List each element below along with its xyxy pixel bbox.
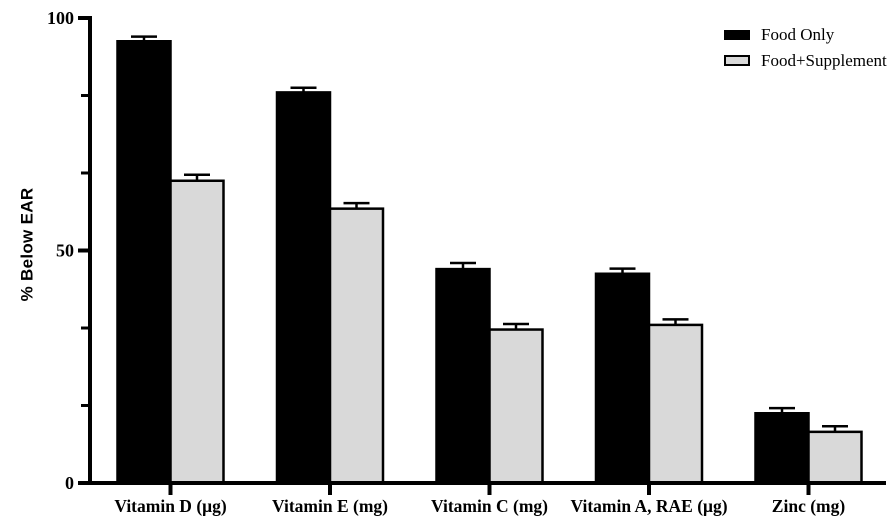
y-tick-label-0: 0 [65, 473, 74, 493]
y-tick-label-50: 50 [56, 241, 74, 261]
bar-food-only-zinc-mg [754, 412, 810, 485]
bar-food-only-vitamin-c-mg [435, 267, 491, 485]
legend-label-food-only: Food Only [761, 25, 835, 44]
legend-swatch-food-only [724, 29, 750, 40]
legend-item-food-supplement: Food+Supplement [724, 52, 887, 69]
bar-food-only-vitamin-e-mg [275, 91, 332, 485]
bar-food-supplement-vitamin-e-mg [328, 207, 385, 485]
bar-food-supplement-vitamin-d-g [169, 179, 225, 485]
legend-item-food-only: Food Only [724, 26, 887, 43]
legend-label-food-supplement: Food+Supplement [761, 51, 887, 70]
category-label-vitamin-a-rae-g: Vitamin A, RAE (μg) [570, 496, 727, 516]
bar-food-supplement-vitamin-c-mg [488, 328, 544, 485]
category-label-zinc-mg: Zinc (mg) [772, 496, 846, 516]
y-axis-title: % Below EAR [17, 187, 37, 302]
bar-food-only-vitamin-d-g [116, 40, 172, 485]
bar-food-supplement-zinc-mg [807, 430, 863, 485]
y-tick-label-100: 100 [47, 8, 74, 28]
bar-food-only-vitamin-a-rae-g [594, 272, 651, 485]
category-label-vitamin-d-g: Vitamin D (μg) [114, 496, 226, 516]
category-label-vitamin-e-mg: Vitamin E (mg) [272, 496, 388, 516]
legend: Food Only Food+Supplement [724, 26, 887, 69]
legend-swatch-food-supplement [724, 55, 750, 66]
bar-food-supplement-vitamin-a-rae-g [647, 323, 704, 485]
category-label-vitamin-c-mg: Vitamin C (mg) [431, 496, 548, 516]
